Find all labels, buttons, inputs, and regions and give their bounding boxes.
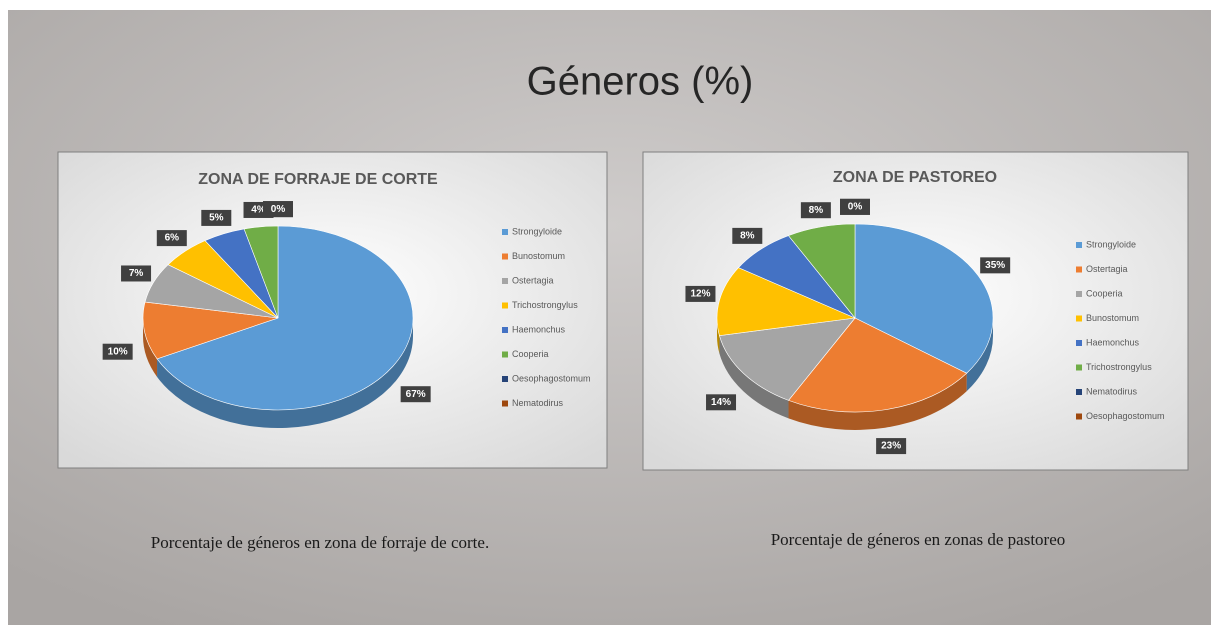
data-label-box <box>201 209 232 226</box>
data-label-box <box>840 198 870 215</box>
pie-slice-side <box>719 335 789 419</box>
legend-label: Strongyloide <box>1086 239 1136 249</box>
pie-slice <box>716 267 857 336</box>
data-label: 0% <box>271 204 286 215</box>
legend-label: Nematodirus <box>512 398 564 408</box>
legend-label: Trichostrongylus <box>512 300 578 310</box>
legend-swatch <box>1076 364 1082 371</box>
data-label: 12% <box>690 289 710 300</box>
data-label-box <box>876 438 907 455</box>
data-label: 10% <box>108 346 128 357</box>
legend-label: Haemonchus <box>512 324 566 334</box>
data-label-box <box>121 265 152 282</box>
legend-label: Trichostrongylus <box>1086 362 1152 372</box>
data-label: 8% <box>809 205 824 216</box>
legend-swatch <box>1076 315 1082 322</box>
legend-label: Nematodirus <box>1086 386 1138 396</box>
legend-swatch <box>502 278 508 284</box>
legend-swatch <box>502 376 508 382</box>
data-label: 8% <box>740 231 755 242</box>
data-label-box <box>685 285 716 302</box>
legend-label: Ostertagia <box>512 275 554 285</box>
data-label: 14% <box>711 397 731 408</box>
pie-slice <box>788 317 968 413</box>
pie-slice-side <box>788 373 967 430</box>
legend-label: Oesophagostomum <box>512 373 591 383</box>
data-label-box <box>156 230 187 247</box>
data-label: 35% <box>985 260 1005 271</box>
legend-label: Cooperia <box>1086 288 1123 298</box>
data-label: 6% <box>165 233 180 244</box>
data-label: 23% <box>881 441 901 452</box>
legend-swatch <box>502 229 508 235</box>
legend-label: Bunostomum <box>512 251 565 261</box>
legend-label: Oesophagostomum <box>1086 411 1165 421</box>
pie-slice-side <box>966 318 993 392</box>
data-label-box <box>706 394 737 411</box>
data-label: 7% <box>129 268 144 279</box>
pie-slice <box>243 225 279 319</box>
legend-swatch <box>1076 242 1082 248</box>
legend-swatch <box>502 351 508 358</box>
chart-title: ZONA DE PASTOREO <box>833 169 997 186</box>
pie-slice-side <box>157 318 413 428</box>
caption: Porcentaje de géneros en zonas de pastor… <box>771 530 1066 549</box>
slide-title: Géneros (%) <box>527 60 754 104</box>
legend-swatch <box>1076 389 1082 395</box>
data-label-box <box>732 227 763 244</box>
legend-swatch <box>502 327 508 333</box>
data-label-box <box>980 257 1011 274</box>
caption: Porcentaje de géneros en zona de forraje… <box>151 533 489 552</box>
pie-slice <box>156 225 414 411</box>
legend-label: Ostertagia <box>1086 264 1128 274</box>
data-label-box <box>400 386 431 403</box>
legend-label: Haemonchus <box>1086 337 1140 347</box>
data-label: 67% <box>406 389 426 400</box>
legend-label: Cooperia <box>512 349 549 359</box>
legend-swatch <box>1076 413 1082 420</box>
legend-swatch <box>1076 340 1082 346</box>
data-label-box <box>800 202 831 219</box>
data-label: 5% <box>209 213 224 224</box>
pie-slice <box>854 223 994 374</box>
legend-swatch <box>502 400 508 407</box>
pie-slice <box>142 301 279 360</box>
legend-swatch <box>1076 291 1082 297</box>
pie-slice <box>788 223 856 319</box>
pie-slice <box>719 317 856 401</box>
legend-label: Bunostomum <box>1086 313 1139 323</box>
chart-title: ZONA DE FORRAJE DE CORTE <box>198 171 438 188</box>
legend-swatch <box>1076 266 1082 273</box>
data-label: 4% <box>251 205 266 216</box>
data-label-box <box>102 343 133 360</box>
legend-label: Strongyloide <box>512 226 562 236</box>
data-label: 0% <box>848 201 863 212</box>
legend-swatch <box>502 302 508 309</box>
legend-swatch <box>502 253 508 260</box>
data-label-box <box>263 201 293 218</box>
